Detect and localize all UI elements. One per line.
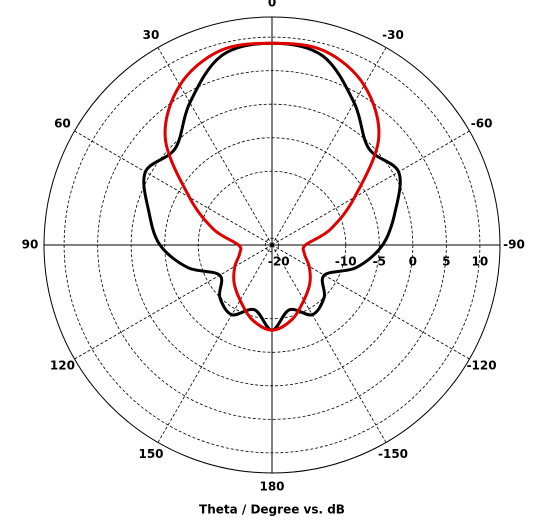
- theta-tick-label: -120: [467, 359, 497, 373]
- theta-tick-label: -90: [503, 238, 525, 252]
- pattern-line: [163, 41, 381, 332]
- r-tick-label: -5: [373, 255, 386, 269]
- r-tick-label: 0: [409, 255, 417, 269]
- r-tick-label: -20: [268, 255, 290, 269]
- theta-tick-label: 120: [50, 359, 75, 373]
- theta-tick-label: 180: [259, 480, 284, 494]
- theta-tick-label: 30: [143, 28, 160, 42]
- grid-spoke: [157, 244, 273, 443]
- grid-spoke: [74, 244, 273, 360]
- r-tick-label: -10: [335, 255, 357, 269]
- chart-title: Theta / Degree vs. dB: [199, 503, 345, 517]
- grid-spoke: [271, 47, 387, 246]
- theta-tick-label: 150: [138, 447, 163, 461]
- r-tick-label: 10: [472, 255, 489, 269]
- theta-tick-label: 90: [22, 238, 39, 252]
- r-tick-label: 5: [442, 255, 450, 269]
- theta-tick-label: -30: [382, 28, 404, 42]
- grid-spoke: [271, 244, 387, 443]
- theta-tick-label: 60: [54, 117, 71, 131]
- grid-spoke: [271, 244, 470, 360]
- grid-spoke: [157, 47, 273, 246]
- theta-tick-label: -60: [471, 117, 493, 131]
- theta-tick-label: -150: [378, 447, 408, 461]
- grid-spoke: [74, 130, 273, 246]
- grid-spoke: [271, 130, 470, 246]
- theta-tick-label: 0: [268, 0, 276, 10]
